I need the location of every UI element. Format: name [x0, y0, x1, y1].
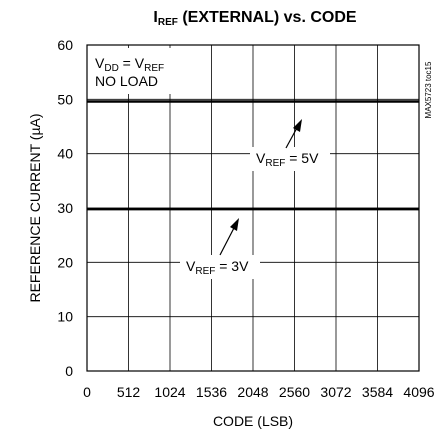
x-axis-label: CODE (LSB)	[213, 413, 293, 429]
label-5v-bg	[250, 147, 330, 171]
x-tick-label: 1536	[196, 384, 227, 400]
label-3v: VREF = 3V	[186, 258, 249, 277]
y-tick-labels: 0 10 20 30 40 50 60	[57, 37, 73, 379]
series-group	[87, 100, 419, 211]
arrow-3v-head	[230, 218, 239, 231]
chart-title: IREF (EXTERNAL) vs. CODE	[153, 9, 356, 28]
x-tick-labels: 0 512 1024 1536 2048 2560 3072 3584 4096	[83, 384, 435, 400]
y-axis-label: REFERENCE CURRENT (µA)	[27, 113, 43, 302]
conditions-box	[90, 48, 185, 94]
y-tick-label: 20	[57, 254, 73, 270]
arrow-3v-line	[219, 225, 236, 256]
y-tick-label: 30	[57, 200, 73, 216]
y-tick-label: 0	[65, 363, 73, 379]
y-tick-label: 50	[57, 91, 73, 107]
x-tick-label: 2048	[237, 384, 268, 400]
x-tick-label: 3072	[320, 384, 351, 400]
figure-id-text: MAX5723 toc15	[424, 61, 433, 118]
x-tick-label: 1024	[154, 384, 185, 400]
y-tick-label: 10	[57, 309, 73, 325]
x-tick-label: 2560	[279, 384, 310, 400]
y-tick-label: 40	[57, 146, 73, 162]
conditions-line-2: NO LOAD	[95, 73, 158, 89]
arrow-5v-head	[293, 119, 302, 132]
x-tick-label: 3584	[362, 384, 393, 400]
x-tick-label: 4096	[403, 384, 434, 400]
conditions-line-1: VDD = VREF	[95, 55, 164, 74]
x-tick-label: 0	[83, 384, 91, 400]
label-5v: VREF = 5V	[256, 150, 319, 169]
y-tick-label: 60	[57, 37, 73, 53]
label-3v-bg	[180, 255, 260, 279]
x-tick-label: 512	[117, 384, 141, 400]
